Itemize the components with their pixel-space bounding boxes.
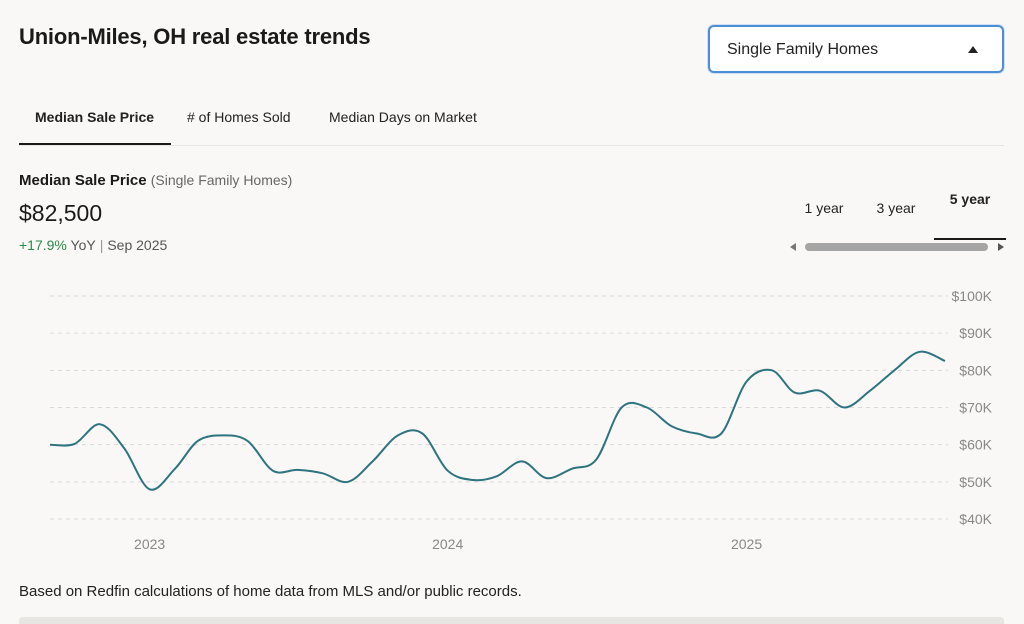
data-point[interactable]: [245, 438, 251, 444]
data-point[interactable]: [47, 442, 53, 448]
data-point[interactable]: [320, 470, 326, 476]
y-tick-label: $50K: [959, 474, 992, 490]
metric-date: Sep 2025: [107, 237, 168, 253]
footnote: Based on Redfin calculations of home dat…: [19, 583, 522, 600]
tab-divider: [19, 145, 1004, 146]
data-point[interactable]: [668, 423, 674, 429]
data-point[interactable]: [147, 486, 153, 492]
data-point[interactable]: [694, 431, 700, 437]
y-tick-label: $60K: [959, 437, 992, 453]
scroll-thumb[interactable]: [805, 243, 988, 251]
caret-up-icon: [968, 46, 978, 53]
data-point[interactable]: [270, 468, 276, 474]
range-1-year[interactable]: 1 year: [804, 200, 844, 216]
data-point[interactable]: [842, 405, 848, 411]
x-tick-label: 2024: [432, 536, 463, 552]
range-5-year[interactable]: 5 year: [934, 186, 1006, 240]
tab-median-days-on-market[interactable]: Median Days on Market: [329, 109, 477, 125]
data-point[interactable]: [619, 405, 625, 411]
range-scrollbar[interactable]: [790, 241, 1004, 253]
data-point[interactable]: [593, 457, 599, 463]
x-tick-label: 2025: [731, 536, 762, 552]
data-point[interactable]: [470, 477, 476, 483]
data-point[interactable]: [419, 431, 425, 437]
data-point[interactable]: [445, 468, 451, 474]
bottom-bar: [19, 617, 1004, 624]
data-point[interactable]: [569, 466, 575, 472]
data-point[interactable]: [121, 445, 127, 451]
data-point[interactable]: [942, 358, 948, 364]
data-point[interactable]: [891, 367, 897, 373]
data-point[interactable]: [817, 388, 823, 394]
page-title: Union-Miles, OH real estate trends: [19, 24, 371, 49]
x-tick-label: 2023: [134, 536, 165, 552]
data-point[interactable]: [792, 390, 798, 396]
metric-title: Median Sale Price (Single Family Homes): [19, 172, 292, 189]
change-unit: YoY: [70, 237, 96, 253]
data-point[interactable]: [718, 431, 724, 437]
data-point[interactable]: [172, 466, 178, 472]
data-point[interactable]: [494, 473, 500, 479]
data-point[interactable]: [769, 367, 775, 373]
y-tick-label: $80K: [959, 362, 992, 378]
home-type-select-value: Single Family Homes: [727, 41, 879, 58]
metric-title-label: Median Sale Price: [19, 172, 147, 189]
tab-homes-sold[interactable]: # of Homes Sold: [187, 109, 291, 125]
metric-subtitle: (Single Family Homes): [150, 172, 293, 188]
y-tick-label: $70K: [959, 400, 992, 416]
data-point[interactable]: [395, 432, 401, 438]
range-3-year[interactable]: 3 year: [876, 200, 916, 216]
median-price-line: [49, 350, 946, 491]
scroll-right-icon[interactable]: [998, 243, 1004, 251]
tab-median-sale-price[interactable]: Median Sale Price: [19, 100, 171, 145]
data-point[interactable]: [744, 378, 750, 384]
y-tick-label: $100K: [952, 288, 993, 304]
data-point[interactable]: [543, 475, 549, 481]
metric-value: $82,500: [19, 200, 103, 226]
data-point[interactable]: [294, 467, 300, 473]
data-point[interactable]: [867, 388, 873, 394]
data-point[interactable]: [345, 479, 351, 485]
data-point[interactable]: [97, 421, 103, 427]
y-tick-label: $90K: [959, 325, 992, 341]
home-type-select[interactable]: Single Family Homes: [708, 25, 1004, 73]
data-point[interactable]: [220, 432, 226, 438]
data-point[interactable]: [195, 438, 201, 444]
data-point[interactable]: [644, 405, 650, 411]
data-point[interactable]: [370, 458, 376, 464]
data-point[interactable]: [519, 458, 525, 464]
data-point[interactable]: [71, 441, 77, 447]
y-tick-label: $40K: [959, 511, 992, 527]
price-chart: $40K $50K $60K $70K $80K $90K $100K 2023 2024 20…: [47, 288, 993, 552]
scroll-left-icon[interactable]: [790, 243, 796, 251]
change-percent: +17.9%: [19, 237, 67, 253]
metric-change: +17.9% YoY | Sep 2025: [19, 237, 168, 253]
data-point[interactable]: [917, 349, 923, 355]
